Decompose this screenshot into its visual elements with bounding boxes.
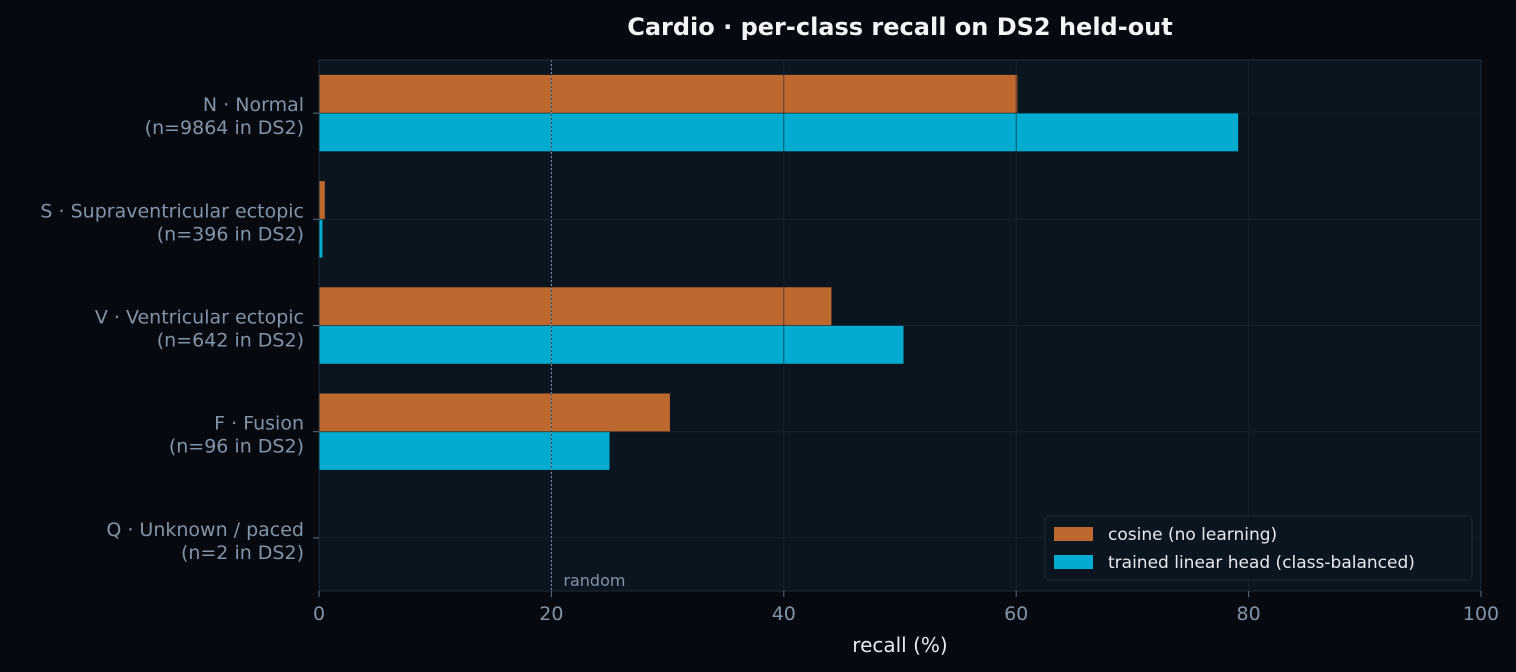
- legend-swatch-cosine: [1054, 527, 1093, 541]
- y-tick-label-count: (n=9864 in DS2): [145, 117, 304, 139]
- bar-cosine: [319, 74, 1018, 114]
- bar-trained-linear-head: [319, 325, 904, 364]
- bar-trained-linear-head: [319, 219, 323, 258]
- y-tick-label-class: Q · Unknown / paced: [106, 519, 304, 541]
- chart-title: Cardio · per-class recall on DS2 held-ou…: [627, 13, 1173, 41]
- y-tick-label-class: N · Normal: [203, 94, 304, 116]
- y-tick-label-count: (n=2 in DS2): [181, 542, 304, 564]
- y-tick-label-count: (n=96 in DS2): [169, 436, 304, 458]
- x-tick-label: 80: [1237, 603, 1261, 625]
- legend-label-cosine: cosine (no learning): [1108, 525, 1277, 545]
- bar-trained-linear-head: [319, 113, 1239, 152]
- x-tick-label: 60: [1004, 603, 1028, 625]
- y-tick-labels: N · Normal(n=9864 in DS2) S · Supraventri…: [40, 94, 319, 564]
- legend-swatch-trained: [1054, 555, 1093, 569]
- y-tick-label-class: F · Fusion: [214, 413, 304, 435]
- x-tick-label: 0: [313, 603, 325, 625]
- bar-cosine: [319, 393, 670, 432]
- random-reference-label: random: [563, 571, 625, 590]
- y-tick-label-count: (n=396 in DS2): [157, 223, 304, 245]
- bar-trained-linear-head: [319, 431, 610, 470]
- x-tick-label: 20: [539, 603, 563, 625]
- bar-cosine: [319, 181, 325, 220]
- x-tick-label: 100: [1463, 603, 1499, 625]
- y-tick-label-class: V · Ventricular ectopic: [95, 307, 304, 329]
- x-axis-label: recall (%): [852, 633, 947, 657]
- bars: [319, 60, 1481, 591]
- x-tick-label: 40: [772, 603, 796, 625]
- x-tick-labels: 0 20 40 60 80 100: [313, 591, 1499, 625]
- bar-cosine: [319, 287, 832, 326]
- random-reference: random: [550, 60, 625, 591]
- legend: cosine (no learning) trained linear head …: [1044, 515, 1473, 581]
- y-tick-label-class: S · Supraventricular ectopic: [40, 200, 304, 222]
- legend-box: [1044, 515, 1473, 581]
- y-tick-label-count: (n=642 in DS2): [157, 330, 304, 352]
- legend-label-trained: trained linear head (class-balanced): [1108, 553, 1415, 573]
